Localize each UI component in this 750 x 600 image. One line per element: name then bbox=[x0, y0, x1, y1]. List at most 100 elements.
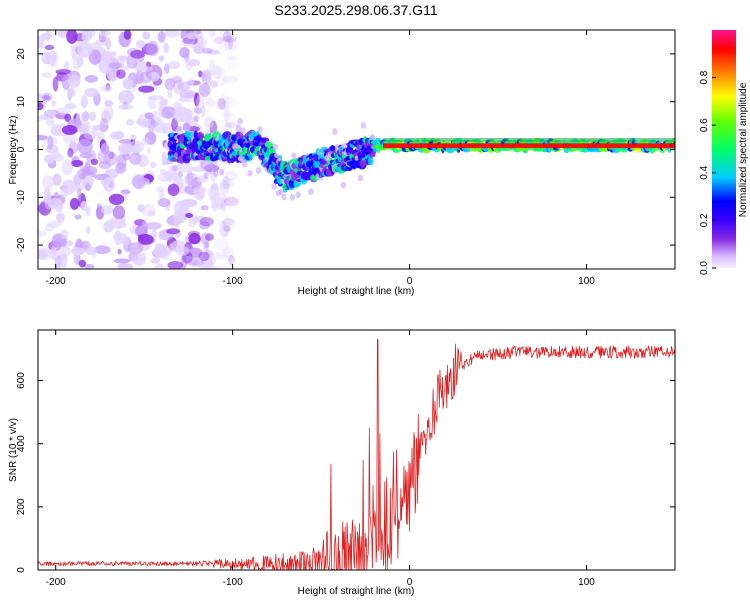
heatmap-blob bbox=[224, 30, 233, 37]
heatmap-blob bbox=[44, 44, 55, 51]
heatmap-blob bbox=[185, 59, 201, 67]
heatmap-blob bbox=[98, 30, 111, 37]
heatmap-blob bbox=[223, 225, 232, 233]
heatmap-blob bbox=[85, 246, 97, 256]
heatmap-blob bbox=[210, 202, 217, 213]
heatmap-blob bbox=[54, 244, 71, 258]
heatmap-blob bbox=[94, 245, 111, 255]
heatmap-blob bbox=[41, 51, 51, 65]
heatmap-blob bbox=[137, 204, 145, 212]
heatmap-blob bbox=[114, 230, 122, 246]
heatmap-blob bbox=[369, 134, 375, 141]
heatmap-blob bbox=[340, 181, 347, 189]
heatmap-blob bbox=[104, 100, 114, 107]
heatmap-blob bbox=[60, 186, 68, 199]
heatmap-blob bbox=[141, 221, 149, 237]
heatmap-blob bbox=[51, 100, 57, 107]
heatmap-blob bbox=[140, 66, 153, 72]
heatmap-blob bbox=[191, 166, 205, 172]
heatmap-blob bbox=[88, 111, 97, 122]
heatmap-blob bbox=[61, 124, 78, 135]
heatmap-blob bbox=[112, 205, 126, 220]
heatmap-blob bbox=[223, 246, 235, 261]
heatmap-blob bbox=[47, 220, 62, 228]
heatmap-blob bbox=[213, 65, 222, 80]
heatmap-blob bbox=[185, 212, 194, 219]
heatmap-blob bbox=[100, 85, 113, 92]
heatmap-blob bbox=[237, 117, 243, 125]
heatmap-blob bbox=[179, 90, 185, 102]
heatmap-blob bbox=[194, 92, 200, 107]
heatmap-blob bbox=[217, 262, 234, 269]
heatmap-blob bbox=[127, 242, 144, 255]
heatmap-blob bbox=[117, 104, 134, 110]
heatmap-blob bbox=[196, 131, 204, 139]
heatmap-blob bbox=[193, 186, 207, 195]
heatmap-blob bbox=[217, 98, 227, 110]
heatmap-blob bbox=[186, 170, 193, 186]
heatmap-blob bbox=[108, 62, 122, 70]
heatmap-blob bbox=[66, 30, 78, 44]
heatmap-blob bbox=[139, 71, 152, 84]
heatmap-blob bbox=[135, 40, 146, 49]
x-tick-label: 100 bbox=[578, 276, 595, 287]
chart-title: S233.2025.298.06.37.G11 bbox=[274, 2, 437, 18]
heatmap-blob bbox=[77, 187, 82, 202]
heatmap-blob bbox=[126, 118, 135, 126]
heatmap-blob bbox=[38, 115, 42, 122]
heatmap-blob bbox=[177, 81, 191, 91]
heatmap-blob bbox=[204, 242, 209, 249]
heatmap-blob bbox=[43, 109, 60, 118]
heatmap-blob bbox=[223, 107, 231, 124]
heatmap-blob bbox=[80, 201, 88, 212]
heatmap-blob bbox=[38, 102, 44, 111]
heatmap-blob bbox=[220, 199, 227, 212]
heatmap-blob bbox=[45, 30, 51, 42]
heatmap-blob bbox=[145, 221, 162, 230]
heatmap-blob bbox=[271, 182, 277, 190]
heatmap-blob bbox=[141, 137, 151, 146]
heatmap-blob bbox=[222, 75, 239, 84]
heatmap-blob bbox=[85, 226, 91, 235]
heatmap-blob bbox=[150, 257, 160, 264]
snr-xlabel: Height of straight line (km) bbox=[298, 586, 415, 597]
y-tick-label: 200 bbox=[16, 498, 27, 515]
heatmap-blob bbox=[65, 240, 74, 247]
heatmap-blob bbox=[99, 117, 109, 133]
heatmap-blob bbox=[53, 154, 65, 162]
heatmap-blob bbox=[248, 153, 253, 161]
heatmap-blob bbox=[137, 233, 154, 245]
heatmap-blob bbox=[193, 115, 199, 122]
heatmap-blob bbox=[117, 248, 122, 255]
heatmap-blob bbox=[209, 120, 218, 135]
heatmap-blob bbox=[197, 258, 202, 267]
heatmap-blob bbox=[163, 43, 169, 53]
heatmap-blob bbox=[177, 170, 184, 178]
heatmap-blob bbox=[51, 50, 59, 67]
heatmap-blob bbox=[222, 178, 235, 188]
heatmap-blob bbox=[123, 30, 132, 40]
heatmap-blob bbox=[218, 196, 231, 203]
heatmap-blob bbox=[84, 87, 99, 98]
spectrogram-xlabel: Height of straight line (km) bbox=[298, 286, 415, 297]
heatmap-blob bbox=[117, 143, 134, 155]
heatmap-blob bbox=[130, 134, 137, 141]
heatmap-blob bbox=[272, 143, 279, 151]
heatmap-blob bbox=[255, 167, 262, 174]
heatmap-blob bbox=[228, 254, 235, 265]
heatmap-blob bbox=[200, 205, 209, 211]
heatmap-blob bbox=[224, 170, 238, 181]
heatmap-blob bbox=[90, 158, 99, 166]
heatmap-blob bbox=[281, 193, 287, 201]
heatmap-blob bbox=[56, 212, 65, 223]
heatmap-blob bbox=[224, 214, 231, 230]
heatmap-blob bbox=[173, 106, 190, 123]
heatmap-blob bbox=[223, 196, 239, 207]
heatmap-blob bbox=[183, 122, 189, 129]
heatmap-blob bbox=[166, 228, 181, 235]
heatmap-blob bbox=[41, 92, 53, 102]
heatmap-blob bbox=[115, 221, 127, 229]
heatmap-blob bbox=[203, 116, 214, 129]
heatmap-blob bbox=[60, 252, 68, 269]
